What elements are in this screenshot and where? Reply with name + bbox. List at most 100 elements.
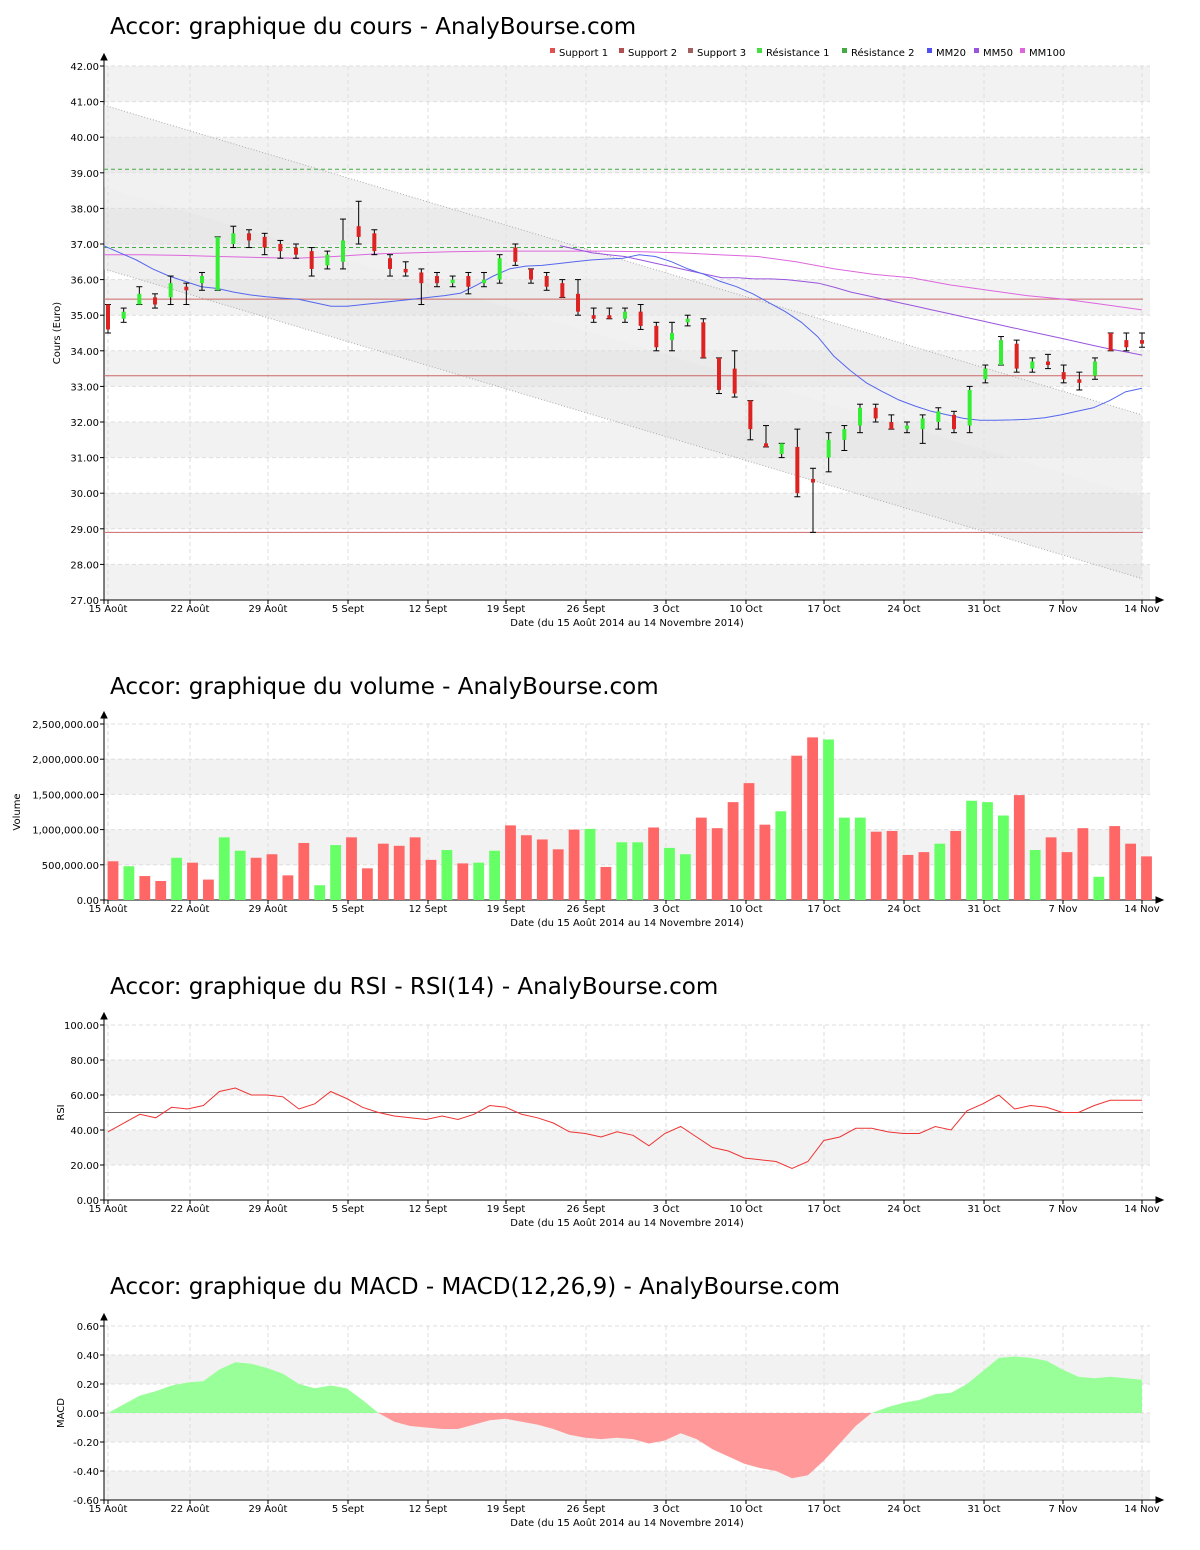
volume-bar — [918, 852, 930, 900]
candle-up — [168, 283, 173, 298]
volume-xtick-label: 31 Oct — [967, 904, 1000, 915]
price-xtick-label: 26 Sept — [567, 604, 606, 615]
legend-label: Résistance 2 — [851, 47, 914, 59]
price-ytick-label: 32.00 — [70, 418, 99, 429]
volume-y-arrow — [100, 710, 108, 719]
candle-down — [529, 268, 533, 280]
volume-bar — [362, 868, 373, 900]
volume-bar — [536, 839, 548, 900]
volume-bar — [505, 825, 516, 900]
candle-down — [1046, 361, 1050, 366]
price-ytick-label: 41.00 — [70, 98, 99, 109]
volume-bar — [298, 842, 310, 900]
rsi-y-arrow — [100, 1011, 108, 1020]
volume-ytick-label: 2,500,000.00 — [32, 720, 99, 731]
volume-bar — [664, 847, 675, 900]
volume-bar — [393, 845, 405, 900]
volume-ytick-label: 500,000.00 — [42, 861, 99, 872]
volume-bar — [552, 849, 564, 900]
legend-swatch — [619, 48, 624, 53]
candle-down — [795, 446, 800, 494]
candle-up — [1030, 361, 1035, 369]
candle-down — [1061, 372, 1066, 380]
legend-label: MM100 — [1029, 48, 1065, 59]
volume-xtick-label: 22 Août — [171, 903, 210, 915]
legend-label: Support 2 — [628, 48, 677, 59]
candle-down — [419, 272, 424, 284]
volume-xtick-label: 3 Oct — [653, 904, 680, 915]
mm50-line — [559, 245, 1143, 356]
candle-up — [999, 340, 1003, 366]
legend-swatch — [927, 48, 932, 53]
volume-bar — [950, 831, 962, 900]
candle-up — [215, 236, 220, 291]
legend-label: Résistance 1 — [766, 47, 829, 59]
candle-down — [591, 315, 596, 319]
volume-bar — [1141, 856, 1152, 900]
rsi-band — [104, 1130, 1150, 1165]
macd-xtick-label: 14 Nov — [1124, 1504, 1160, 1515]
volume-x-arrow — [1155, 896, 1165, 904]
volume-bar — [218, 837, 230, 900]
candle-up — [779, 443, 784, 455]
price-xtick-label: 17 Oct — [807, 604, 840, 615]
rsi-xtick-label: 22 Août — [171, 1203, 210, 1215]
price-xtick-label: 24 Oct — [887, 604, 920, 615]
candle-down — [1077, 379, 1082, 383]
price-xtick-label: 29 Août — [249, 603, 288, 615]
price-xtick-label: 15 Août — [89, 603, 128, 615]
volume-bar — [266, 854, 278, 900]
volume-bar — [839, 817, 850, 900]
candle-up — [137, 293, 142, 305]
price-xtick-label: 12 Sept — [409, 604, 448, 615]
rsi-xtick-label: 5 Sept — [332, 1204, 364, 1215]
candle-down — [435, 276, 439, 284]
candle-up — [983, 368, 988, 380]
candle-up — [450, 279, 455, 284]
candle-down — [106, 304, 110, 330]
candle-down — [576, 293, 580, 312]
price-xtick-label: 3 Oct — [653, 604, 680, 615]
volume-bar — [743, 783, 755, 900]
macd-xtick-label: 24 Oct — [887, 1504, 920, 1515]
candle-up — [670, 333, 674, 341]
price-ytick-label: 39.00 — [70, 169, 99, 180]
price-channel-upper-line — [103, 104, 1143, 416]
volume-xtick-label: 14 Nov — [1124, 904, 1160, 915]
volume-ytick-label: 1,500,000.00 — [32, 790, 99, 801]
volume-bar — [759, 824, 771, 900]
volume-xtick-label: 10 Oct — [729, 904, 762, 915]
rsi-band — [104, 1060, 1150, 1095]
candle-down — [560, 283, 565, 298]
candle-down — [873, 407, 878, 419]
macd-x-arrow — [1155, 1496, 1165, 1504]
volume-bar — [155, 880, 167, 900]
price-title: Accor: graphique du cours - AnalyBourse.… — [110, 14, 636, 40]
volume-bar — [330, 845, 341, 900]
rsi-line — [107, 1087, 1142, 1170]
volume-bar — [902, 854, 914, 900]
macd-positive-area — [108, 1356, 1142, 1413]
candle-up — [231, 233, 236, 244]
rsi-ytick-label: 80.00 — [70, 1056, 99, 1067]
price-ytick-label: 36.00 — [70, 276, 99, 287]
volume-y-axis-label: Volume — [12, 793, 23, 830]
macd-xtick-label: 22 Août — [171, 1503, 210, 1515]
macd-band — [104, 1471, 1150, 1500]
volume-xtick-label: 15 Août — [89, 903, 128, 915]
volume-chart: Accor: graphique du volume - AnalyBourse… — [12, 674, 1165, 929]
volume-bar — [807, 737, 818, 900]
candle-down — [732, 368, 737, 394]
price-x-arrow — [1155, 596, 1165, 604]
volume-bar — [1093, 876, 1105, 900]
candle-down — [638, 311, 643, 326]
volume-bar — [934, 843, 946, 900]
price-xtick-label: 19 Sept — [487, 604, 526, 615]
price-band — [104, 493, 1150, 529]
legend-swatch — [688, 48, 693, 53]
price-x-axis-label: Date (du 15 Août 2014 au 14 Novembre 201… — [510, 617, 744, 629]
price-channel-upper-fill — [104, 105, 1142, 497]
price-channel-lower-line — [103, 268, 1143, 580]
volume-bar — [616, 842, 628, 900]
volume-bar — [441, 850, 453, 900]
